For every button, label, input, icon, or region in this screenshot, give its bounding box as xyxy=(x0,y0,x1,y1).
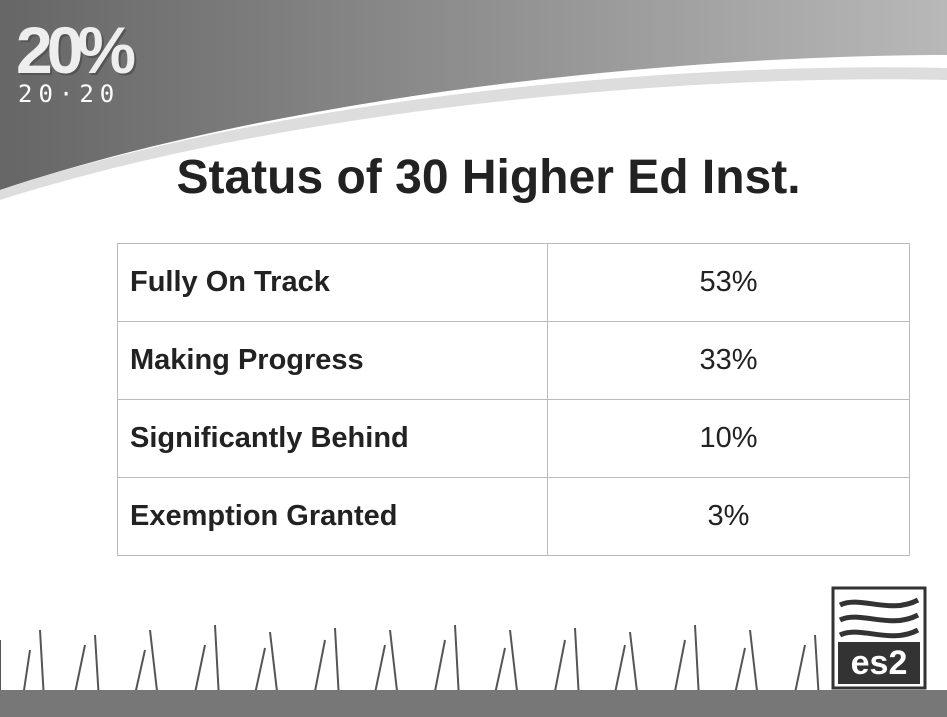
slide-title: Status of 30 Higher Ed Inst. xyxy=(0,150,947,205)
logo-bottom: 20·20 xyxy=(18,80,120,108)
status-label: Exemption Granted xyxy=(118,478,548,556)
status-value: 10% xyxy=(548,400,910,478)
slide: 20% 20·20 Status of 30 Higher Ed Inst. F… xyxy=(0,0,947,717)
grass-base xyxy=(0,690,947,717)
status-value: 33% xyxy=(548,322,910,400)
logo-top: 20% xyxy=(16,12,130,88)
status-value: 3% xyxy=(548,478,910,556)
status-label: Fully On Track xyxy=(118,244,548,322)
status-label: Making Progress xyxy=(118,322,548,400)
status-value: 53% xyxy=(548,244,910,322)
es2-logo: es2 xyxy=(836,644,922,683)
status-label: Significantly Behind xyxy=(118,400,548,478)
